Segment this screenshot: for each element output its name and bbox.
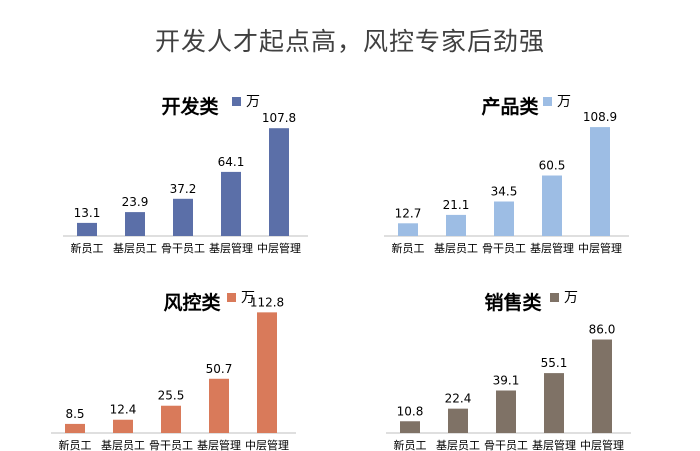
x-tick-label: 骨干员工 bbox=[161, 242, 205, 255]
x-tick-label: 基层员工 bbox=[436, 439, 480, 451]
bar bbox=[398, 223, 418, 236]
data-label: 60.5 bbox=[539, 159, 566, 173]
data-label: 112.8 bbox=[250, 295, 284, 309]
legend-label: 万 bbox=[241, 290, 255, 306]
bar bbox=[125, 212, 145, 236]
data-label: 37.2 bbox=[170, 182, 197, 196]
x-tick-label: 中层管理 bbox=[578, 241, 622, 255]
data-label: 55.1 bbox=[541, 356, 568, 370]
data-label: 108.9 bbox=[583, 110, 617, 124]
x-tick-label: 基层管理 bbox=[197, 438, 241, 451]
data-label: 64.1 bbox=[218, 155, 245, 169]
chart-title: 产品类 bbox=[481, 95, 538, 118]
legend-swatch bbox=[543, 97, 552, 106]
x-tick-label: 新员工 bbox=[59, 438, 92, 451]
bar bbox=[494, 201, 514, 236]
legend-label: 万 bbox=[557, 94, 571, 110]
x-tick-label: 骨干员工 bbox=[149, 439, 193, 451]
x-tick-label: 基层管理 bbox=[530, 241, 574, 255]
bar bbox=[209, 378, 229, 433]
chart-title: 开发类 bbox=[161, 95, 218, 118]
x-tick-label: 新员工 bbox=[392, 241, 425, 255]
page-title: 开发人才起点高，风控专家后劲强 bbox=[154, 27, 545, 56]
bar bbox=[65, 423, 85, 433]
data-label: 39.1 bbox=[493, 374, 520, 388]
x-tick-label: 基层员工 bbox=[113, 242, 157, 255]
x-tick-label: 中层管理 bbox=[580, 438, 624, 451]
x-tick-label: 骨干员工 bbox=[482, 242, 526, 255]
bar bbox=[448, 408, 468, 433]
legend-label: 万 bbox=[564, 290, 578, 306]
x-tick-label: 中层管理 bbox=[257, 241, 301, 255]
bar bbox=[446, 214, 466, 236]
bar bbox=[400, 421, 420, 433]
legend-swatch bbox=[232, 97, 241, 106]
bar bbox=[77, 222, 97, 236]
bar bbox=[173, 198, 193, 236]
data-label: 12.7 bbox=[395, 206, 422, 220]
data-label: 86.0 bbox=[589, 323, 616, 337]
data-label: 25.5 bbox=[158, 389, 185, 403]
bar bbox=[257, 312, 277, 433]
data-label: 107.8 bbox=[262, 111, 296, 125]
data-label: 13.1 bbox=[74, 206, 101, 220]
chart-title: 销售类 bbox=[484, 291, 541, 314]
bar bbox=[221, 171, 241, 236]
data-label: 10.8 bbox=[397, 404, 424, 418]
bar bbox=[592, 339, 612, 433]
x-tick-label: 骨干员工 bbox=[484, 439, 528, 451]
data-label: 12.4 bbox=[110, 403, 137, 417]
x-tick-label: 新员工 bbox=[71, 241, 104, 255]
bar bbox=[544, 373, 564, 433]
bar bbox=[161, 405, 181, 433]
legend-label: 万 bbox=[246, 94, 260, 110]
data-label: 34.5 bbox=[491, 185, 518, 199]
x-tick-label: 新员工 bbox=[394, 438, 427, 451]
chart-title: 风控类 bbox=[163, 291, 220, 314]
data-label: 50.7 bbox=[206, 362, 233, 376]
x-tick-label: 基层员工 bbox=[101, 439, 145, 451]
bar bbox=[542, 175, 562, 236]
bar bbox=[113, 419, 133, 433]
x-tick-label: 基层管理 bbox=[532, 438, 576, 451]
legend-swatch bbox=[550, 293, 559, 302]
bar bbox=[269, 128, 289, 236]
data-label: 22.4 bbox=[445, 392, 472, 406]
bar bbox=[590, 127, 610, 236]
data-label: 8.5 bbox=[65, 407, 84, 421]
x-tick-label: 基层员工 bbox=[434, 242, 478, 255]
legend-swatch bbox=[227, 293, 236, 302]
bar bbox=[496, 390, 516, 433]
data-label: 23.9 bbox=[122, 195, 149, 209]
x-tick-label: 中层管理 bbox=[245, 438, 289, 451]
data-label: 21.1 bbox=[443, 198, 470, 212]
x-tick-label: 基层管理 bbox=[209, 241, 253, 255]
